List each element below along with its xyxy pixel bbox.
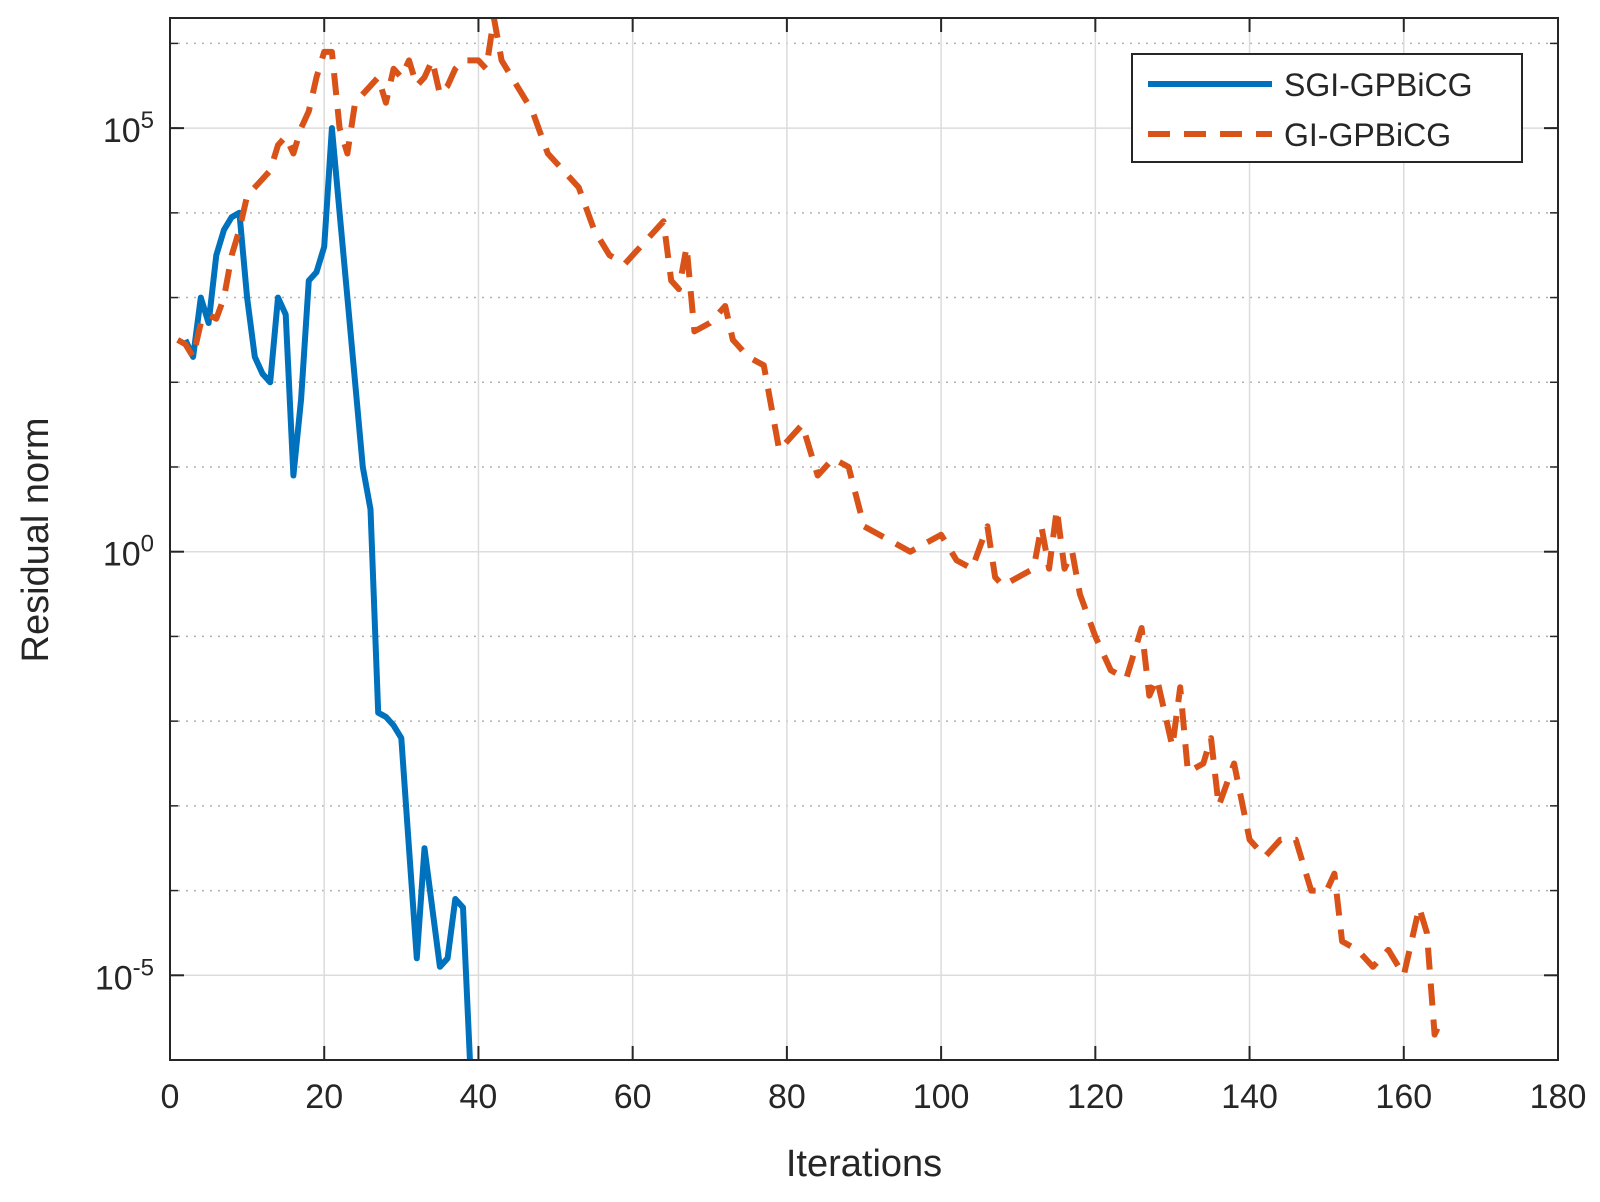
y-tick-labels: 105 100 10-5 bbox=[95, 107, 154, 997]
x-tick-label: 140 bbox=[1221, 1078, 1278, 1116]
y-tick-label: 105 bbox=[103, 107, 154, 150]
tick-marks bbox=[169, 18, 1559, 1061]
x-tick-label: 40 bbox=[460, 1078, 498, 1116]
y-axis-label: Residual norm bbox=[15, 418, 57, 663]
plot-frame bbox=[169, 17, 1559, 1061]
legend: SGI-GPBiCG GI-GPBiCG bbox=[1131, 53, 1523, 163]
x-tick-label: 60 bbox=[614, 1078, 652, 1116]
legend-box bbox=[1131, 53, 1523, 163]
x-axis-label: Iterations bbox=[786, 1143, 942, 1185]
x-tick-label: 100 bbox=[913, 1078, 970, 1116]
series-line-gi-gpbicg bbox=[176, 18, 1446, 1038]
x-tick-label: 80 bbox=[768, 1078, 806, 1116]
x-tick-label: 160 bbox=[1375, 1078, 1432, 1116]
x-tick-label: 120 bbox=[1067, 1078, 1124, 1116]
y-tick-label: 10-5 bbox=[95, 954, 154, 997]
x-tick-label: 0 bbox=[161, 1078, 180, 1116]
x-tick-labels: 0 20 40 60 80 100 120 140 160 180 bbox=[161, 1078, 1587, 1116]
y-tick-label: 100 bbox=[103, 531, 154, 574]
series-layer bbox=[176, 18, 1446, 1060]
x-tick-label: 180 bbox=[1530, 1078, 1587, 1116]
plot-area bbox=[170, 18, 1558, 1060]
series-line-sgi-gpbicg bbox=[182, 125, 473, 1060]
legend-label-sgi-gpbicg: SGI-GPBiCG bbox=[1284, 67, 1472, 103]
legend-label-gi-gpbicg: GI-GPBiCG bbox=[1284, 117, 1451, 153]
x-tick-label: 20 bbox=[305, 1078, 343, 1116]
